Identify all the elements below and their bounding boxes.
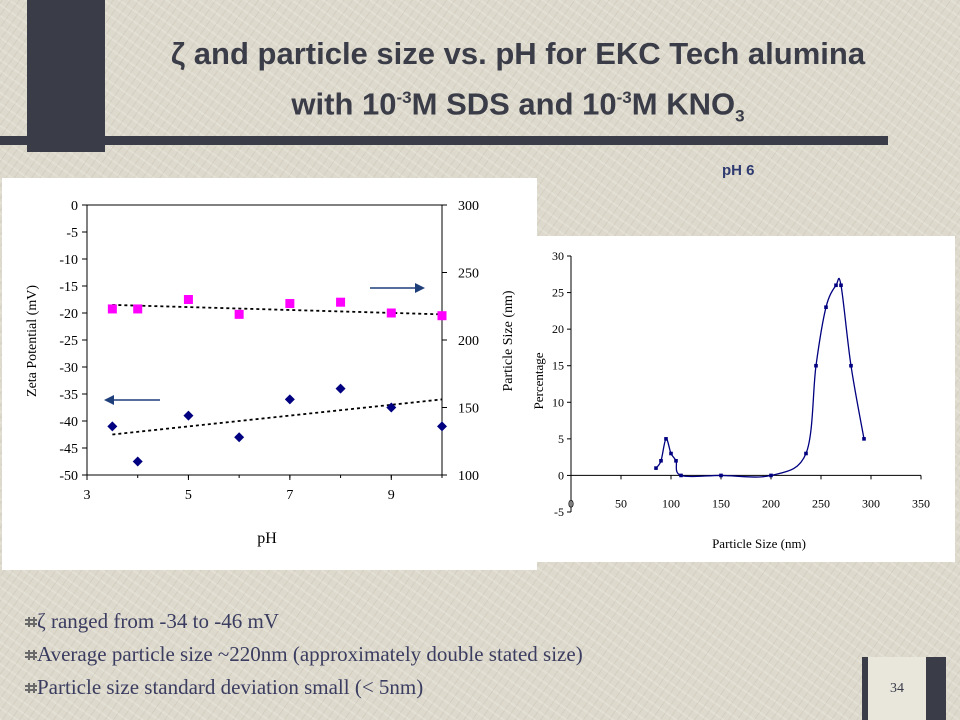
c1-zeta-point xyxy=(284,394,295,405)
c2-data-point xyxy=(719,473,723,478)
c2-data-point xyxy=(804,451,808,456)
c2-x-tick-label: 350 xyxy=(912,496,930,510)
zeta-size-chart-panel: 3 5 7 9 0 -5 -10 -15 -20 -25 -30 -35 -40 -45 -50 300 250… xyxy=(2,178,537,570)
c2-data-point xyxy=(679,473,683,478)
c1-y-right-tick-label: 300 xyxy=(458,199,479,214)
c1-size-point xyxy=(234,309,244,319)
c1-y-left-tick-label: -45 xyxy=(59,442,78,457)
c2-y-tick-label: 30 xyxy=(552,249,564,263)
page-number-box: 34 xyxy=(862,657,946,720)
c1-zeta-point xyxy=(132,456,143,467)
bullet-icon xyxy=(25,683,37,693)
c1-y-left-tick-label: -25 xyxy=(59,334,78,349)
title-line-1: ζ and particle size vs. pH for EKC Tech … xyxy=(170,36,866,71)
c1-x-tick-label: 5 xyxy=(185,488,192,503)
title-rule xyxy=(0,136,888,145)
c2-y-tick-label: -5 xyxy=(554,505,564,519)
c2-x-tick-label: 150 xyxy=(712,496,730,510)
slide-title: ζ and particle size vs. pH for EKC Tech … xyxy=(118,32,918,139)
c2-data-point xyxy=(674,459,678,463)
c1-x-tick-label: 9 xyxy=(388,488,395,503)
c1-y-left-tick-label: -35 xyxy=(59,388,78,403)
zeta-size-chart: 3 5 7 9 0 -5 -10 -15 -20 -25 -30 -35 -40 -45 -50 300 250… xyxy=(25,199,516,547)
c2-y-axis-label: Percentage xyxy=(531,352,546,409)
bullet-list: ζ ranged from -34 to -46 mV Average part… xyxy=(25,605,583,704)
c2-data-point xyxy=(824,305,828,309)
c2-x-tick-label: 200 xyxy=(762,496,780,510)
c2-y-tick-label: 15 xyxy=(552,359,564,373)
c2-x-axis-label: Particle Size (nm) xyxy=(712,536,806,551)
bullet-item: Particle size standard deviation small (… xyxy=(25,671,583,704)
c1-y-right-tick-label: 100 xyxy=(458,469,479,484)
c1-zeta-point xyxy=(437,421,447,432)
c2-x-tick-label: 0 xyxy=(568,496,574,510)
c1-size-point xyxy=(107,304,117,314)
bullet-icon xyxy=(25,650,37,660)
c1-size-point xyxy=(183,295,193,304)
c1-x-tick-label: 7 xyxy=(286,488,293,503)
c2-data-point xyxy=(834,283,838,288)
c2-y-tick-label: 25 xyxy=(552,286,564,300)
c1-y-right-label: Particle Size (nm) xyxy=(501,290,516,391)
c2-y-tick-label: 20 xyxy=(552,322,564,336)
c2-data-point xyxy=(669,451,673,456)
c2-x-tick-label: 50 xyxy=(615,496,627,510)
c2-x-tick-label: 300 xyxy=(862,496,880,510)
c2-data-point xyxy=(814,363,818,368)
c1-size-point xyxy=(437,311,447,321)
arrow-to-zeta-axis xyxy=(104,395,160,405)
c2-data-point xyxy=(659,459,663,463)
c1-y-left-tick-label: -40 xyxy=(59,415,78,430)
c1-size-point xyxy=(285,299,295,309)
c2-data-point xyxy=(654,466,658,470)
c1-trendline-left xyxy=(112,398,443,436)
c1-plot-frame xyxy=(86,204,443,476)
c1-y-right-tick-label: 150 xyxy=(458,402,479,417)
c1-x-axis-label: pH xyxy=(257,530,277,547)
c2-data-point xyxy=(769,473,773,478)
c1-x-tick-label: 3 xyxy=(84,488,91,503)
bullet-item: Average particle size ~220nm (approximat… xyxy=(25,638,583,671)
c1-y-left-tick-label: -15 xyxy=(59,280,78,295)
title-decoration-bar xyxy=(27,0,105,152)
c2-data-point xyxy=(664,437,668,441)
c2-distribution-line xyxy=(655,277,865,478)
c2-x-tick-label: 250 xyxy=(812,496,830,510)
c1-size-point xyxy=(386,308,396,318)
c1-trendline-right xyxy=(112,304,443,316)
arrow-to-size-axis xyxy=(370,283,425,293)
c2-y-tick-label: 0 xyxy=(558,468,564,482)
c1-y-left-tick-label: -10 xyxy=(59,253,78,268)
c1-y-left-tick-label: -30 xyxy=(59,361,78,376)
c1-y-left-tick-label: -50 xyxy=(59,469,78,484)
ph-label: pH 6 xyxy=(722,162,755,179)
c2-data-point xyxy=(862,437,866,441)
bullet-item: ζ ranged from -34 to -46 mV xyxy=(25,605,583,638)
c2-x-tick-label: 100 xyxy=(662,496,680,510)
c1-zeta-point xyxy=(234,432,245,443)
page-number: 34 xyxy=(868,657,926,720)
c2-y-tick-label: 5 xyxy=(558,432,564,446)
c1-y-left-tick-label: 0 xyxy=(71,199,78,214)
c2-data-point xyxy=(849,363,853,368)
c1-y-right-tick-label: 250 xyxy=(458,267,479,282)
c1-zeta-point xyxy=(386,402,397,413)
c1-zeta-point xyxy=(335,383,346,394)
c1-y-left-label: Zeta Potential (mV) xyxy=(25,285,40,397)
bullet-icon xyxy=(25,617,37,627)
c1-size-point xyxy=(336,297,346,307)
c1-size-point xyxy=(133,304,143,314)
c1-y-right-tick-label: 200 xyxy=(458,334,479,349)
c1-y-left-tick-label: -5 xyxy=(66,226,78,241)
c1-zeta-point xyxy=(183,410,194,421)
c1-y-left-tick-label: -20 xyxy=(59,307,78,322)
c1-zeta-point xyxy=(107,421,118,432)
c2-y-tick-label: 10 xyxy=(552,395,564,409)
c2-data-point xyxy=(839,283,843,288)
size-distribution-chart-panel: 30 25 20 15 10 5 0 -5 0 50 100 150 200 250 300 350 Part… xyxy=(531,236,955,562)
title-line-2: with 10-3M SDS and 10-3M KNO3 xyxy=(291,86,745,126)
